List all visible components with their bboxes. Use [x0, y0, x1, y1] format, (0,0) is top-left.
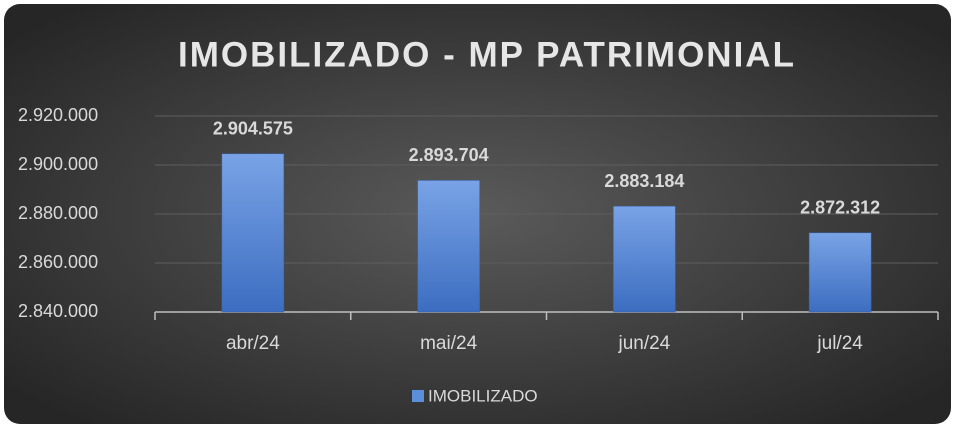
y-tick-label: 2.900.000	[18, 154, 98, 174]
x-tick-label: abr/24	[226, 333, 280, 354]
x-tick-label: jul/24	[816, 333, 863, 354]
bar	[808, 232, 872, 313]
chart-title: IMOBILIZADO - MP PATRIMONIAL	[178, 35, 796, 74]
y-tick-label: 2.840.000	[18, 301, 98, 321]
bar	[417, 180, 480, 313]
legend-label: IMOBILIZADO	[428, 386, 538, 405]
x-tick-label: mai/24	[420, 333, 477, 354]
x-tick-label: jun/24	[617, 333, 670, 354]
data-label: 2.883.184	[604, 171, 684, 191]
y-tick-label: 2.920.000	[18, 105, 98, 125]
bar	[221, 153, 285, 313]
legend-swatch	[412, 390, 424, 402]
data-label: 2.893.704	[409, 145, 489, 165]
y-tick-label: 2.880.000	[18, 203, 98, 223]
bar	[613, 205, 676, 313]
y-tick-label: 2.860.000	[18, 252, 98, 272]
data-label: 2.872.312	[800, 198, 880, 218]
data-label: 2.904.575	[213, 119, 293, 139]
